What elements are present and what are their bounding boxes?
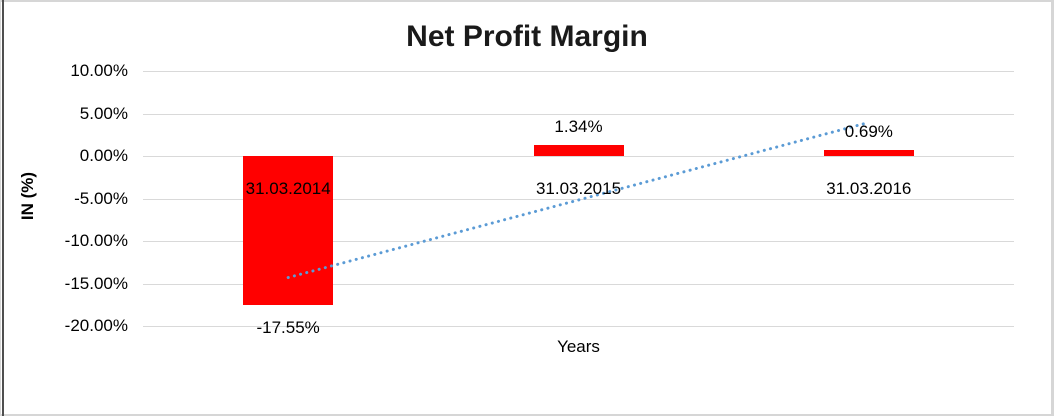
chart-title: Net Profit Margin (406, 20, 648, 53)
bar-31.03.2014 (243, 156, 334, 306)
y-tick-label: -10.00% (64, 231, 128, 250)
category-label: 31.03.2015 (535, 179, 622, 198)
data-label: -17.55% (256, 318, 320, 338)
frame-edge-left (0, 0, 1, 416)
category-label: 31.03.2016 (826, 179, 912, 198)
gridline (143, 156, 1014, 157)
frame-edge-top (0, 0, 1054, 2)
y-tick-label: -15.00% (64, 273, 128, 293)
gridline (143, 71, 1014, 72)
gridline (143, 326, 1014, 327)
data-label: 0.69% (844, 122, 893, 142)
category-label: 31.03.2014 (245, 179, 331, 198)
gridline (143, 113, 1014, 115)
y-tick-label: 0.00% (79, 146, 128, 165)
x-axis-title: Years (557, 337, 600, 356)
data-label: 1.34% (554, 116, 603, 136)
bar-31.03.2015 (533, 144, 624, 156)
frame-edge-bottom (0, 414, 1054, 416)
y-tick-label: -20.00% (64, 316, 128, 335)
y-tick-label: -5.00% (74, 188, 128, 208)
linear-trendline (286, 120, 871, 280)
y-axis-title: IN (%) (18, 171, 37, 221)
frame-edge-right (1051, 0, 1054, 416)
y-tick-label: 5.00% (79, 103, 128, 123)
y-tick-label: 10.00% (70, 61, 128, 80)
frame-edge-left-accent (2, 0, 4, 416)
bar-31.03.2016 (823, 150, 914, 156)
gridline (143, 283, 1014, 285)
gridline (143, 241, 1014, 242)
